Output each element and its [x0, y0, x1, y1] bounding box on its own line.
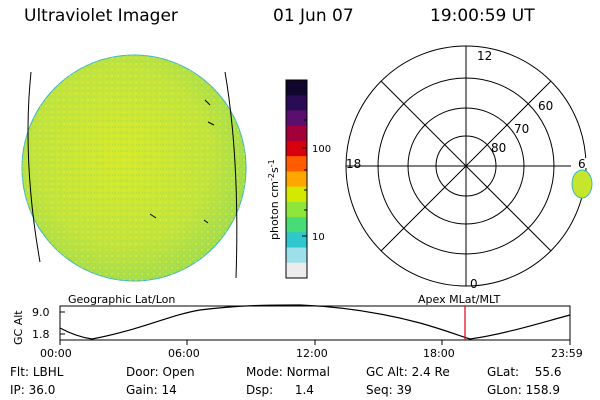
y-tick-1-8: 1.8 — [32, 328, 50, 341]
colorbar-stripe — [286, 171, 307, 188]
y-tick-9: 9.0 — [32, 306, 50, 319]
status-glon-label: GLon: — [487, 383, 522, 397]
status-gain: Gain: 14 — [126, 383, 177, 397]
status-door-label: Door: — [126, 365, 159, 379]
colorbar-stripes — [286, 80, 307, 279]
colorbar-stripe — [286, 186, 307, 203]
colorbar-stripe — [286, 217, 307, 233]
altitude-curve — [59, 304, 571, 340]
status-filter-label: Flt: — [10, 365, 29, 379]
colorbar-stripe — [286, 156, 307, 172]
status-door: Door: Open — [126, 365, 195, 379]
mlat-label-60: 60 — [538, 99, 553, 113]
x-tick-0600: 06:00 — [168, 347, 200, 360]
geo-lat-lon-label: Geographic Lat/Lon — [68, 293, 176, 306]
colorbar-ticks — [302, 119, 307, 237]
x-tick-0000: 00:00 — [40, 347, 72, 360]
colorbar-stripe — [286, 201, 307, 218]
date-label: 01 Jun 07 — [273, 6, 354, 26]
status-mode-value: Normal — [286, 365, 330, 379]
app-title: Ultraviolet Imager — [24, 6, 178, 26]
mlat-label-70: 70 — [514, 122, 529, 136]
status-dsp-label: Dsp: — [246, 383, 274, 397]
colorbar-stripe — [286, 262, 307, 279]
status-seq-label: Seq: — [366, 383, 393, 397]
mlt-label-6: 6 — [578, 157, 586, 171]
mlt-6-label-bg — [571, 158, 600, 168]
status-gc-alt-label: GC Alt: — [366, 365, 408, 379]
time-label: 19:00:59 UT — [430, 6, 535, 26]
status-filter-value: LBHL — [32, 365, 64, 379]
mlt-label-0: 0 — [470, 277, 478, 291]
status-ip-label: IP: — [10, 383, 25, 397]
apex-mlat-mlt-label: Apex MLat/MLT — [418, 293, 501, 306]
mlt-label-12: 12 — [477, 49, 492, 63]
status-dsp: Dsp: 1.4 — [246, 383, 314, 397]
visible-auroral-patch — [571, 169, 593, 199]
status-seq: Seq: 39 — [366, 383, 412, 397]
mlt-label-18: 18 — [346, 157, 361, 171]
status-mode: Mode: Normal — [246, 365, 330, 379]
colorbar-stripe — [286, 140, 307, 157]
status-glat-value: 55.6 — [534, 365, 562, 379]
status-gain-value: 14 — [161, 383, 177, 397]
status-ip: IP: 36.0 — [10, 383, 55, 397]
status-door-value: Open — [162, 365, 195, 379]
colorbar-stripe — [286, 232, 307, 249]
status-glon: GLon: 158.9 — [487, 383, 560, 397]
status-glon-value: 158.9 — [525, 383, 560, 397]
colorbar-stripe — [286, 95, 307, 111]
colorbar-stripe — [286, 110, 307, 127]
status-gc-alt-value: 2.4 Re — [411, 365, 450, 379]
status-seq-value: 39 — [396, 383, 412, 397]
status-gc-alt: GC Alt: 2.4 Re — [366, 365, 450, 379]
colorbar-stripe — [286, 125, 307, 142]
mlat-label-80: 80 — [491, 141, 506, 155]
x-tick-2359: 23:59 — [551, 347, 583, 360]
status-filter: Flt: LBHL — [10, 365, 63, 379]
gc-alt-axis-label: GC Alt — [12, 310, 25, 345]
status-dsp-value: 1.4 — [294, 383, 314, 397]
colorbar-stripe — [286, 80, 307, 96]
status-ip-value: 36.0 — [28, 383, 56, 397]
colorbar-stripe — [286, 247, 307, 264]
earth-disk — [21, 54, 247, 282]
status-glat-label: GLat: — [487, 365, 520, 379]
colorbar-tick-100: 100 — [312, 144, 331, 155]
map-boundary-lines — [27, 71, 238, 279]
status-glat: GLat: 55.6 — [487, 365, 561, 379]
colorbar-tick-10: 10 — [312, 232, 325, 243]
x-tick-1800: 18:00 — [423, 347, 455, 360]
status-mode-label: Mode: — [246, 365, 283, 379]
polar-diagonal-2 — [380, 80, 552, 252]
status-gain-label: Gain: — [126, 383, 158, 397]
x-tick-1200: 12:00 — [296, 347, 328, 360]
